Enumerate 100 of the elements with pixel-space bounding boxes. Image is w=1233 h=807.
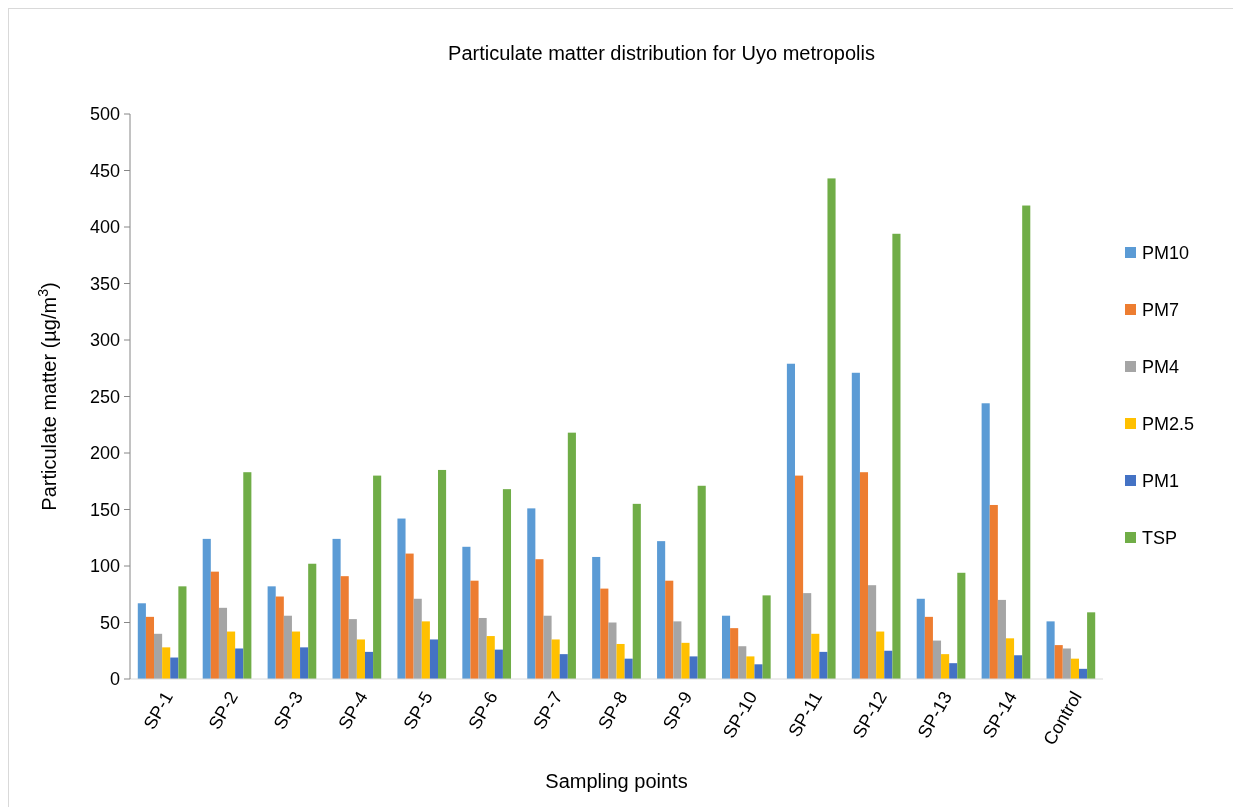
bar [559, 654, 568, 679]
bar [1014, 655, 1023, 679]
bar [154, 633, 163, 679]
bar [754, 664, 763, 679]
bar [1022, 205, 1031, 679]
bar [989, 504, 998, 679]
bar [851, 372, 860, 679]
bar [340, 576, 349, 679]
legend-label: PM10 [1142, 243, 1190, 264]
bar [494, 649, 503, 679]
bar [218, 607, 228, 679]
bar [600, 588, 609, 679]
y-tick-label: 400 [89, 217, 120, 238]
bar [421, 621, 430, 679]
bar [746, 656, 755, 679]
y-tick-label: 300 [89, 330, 120, 351]
y-tick-label: 50 [99, 612, 120, 633]
bar [162, 647, 171, 679]
bar [170, 657, 179, 679]
chart-title: Particulate matter distribution for Uyo metropolis [448, 42, 875, 64]
y-tick-label: 500 [89, 104, 120, 125]
bar [811, 633, 820, 679]
bar [803, 593, 812, 679]
bar [267, 586, 276, 679]
bar [1062, 648, 1071, 679]
bar [202, 538, 211, 679]
bar [1070, 658, 1079, 679]
bar [486, 636, 495, 679]
bar [884, 650, 893, 679]
bar [308, 563, 317, 679]
bar [949, 663, 958, 679]
bar [413, 598, 422, 679]
legend-label: TSP [1142, 528, 1178, 549]
legend-label: PM7 [1142, 300, 1180, 321]
legend-label: PM2.5 [1142, 414, 1195, 435]
x-axis-title: Sampling points [545, 770, 688, 792]
legend-label: PM1 [1142, 471, 1180, 492]
bar [795, 475, 804, 679]
y-tick-label: 450 [89, 160, 120, 181]
bar [210, 571, 219, 679]
bar [941, 654, 950, 679]
bar [632, 503, 641, 679]
bar [438, 469, 447, 679]
bar [786, 363, 795, 679]
bar [827, 178, 836, 679]
bar [405, 553, 414, 679]
bar [876, 631, 885, 679]
y-tick-label: 250 [89, 386, 120, 407]
bar [697, 485, 706, 679]
bar [1087, 612, 1096, 679]
bar [567, 432, 576, 679]
bar [924, 616, 933, 679]
bar [1054, 645, 1063, 679]
bar [730, 628, 739, 679]
bar [332, 538, 341, 679]
bar [535, 559, 544, 679]
bar [762, 595, 771, 679]
legend-label: PM4 [1142, 357, 1180, 378]
bar [397, 518, 406, 679]
bar [981, 403, 990, 679]
bar [373, 475, 382, 679]
bar [892, 233, 901, 679]
y-tick-label: 0 [109, 669, 120, 690]
bar [470, 580, 479, 679]
bar [1046, 621, 1055, 679]
bar [665, 580, 674, 679]
bar [283, 615, 292, 679]
bar [624, 658, 633, 679]
bar [275, 596, 284, 679]
bar [348, 619, 357, 679]
bar [227, 631, 236, 679]
bar [478, 617, 487, 679]
bar [616, 643, 625, 679]
y-tick-label: 200 [89, 443, 120, 464]
y-tick-label: 150 [89, 499, 120, 520]
bar [364, 651, 374, 679]
y-tick-label: 100 [89, 556, 120, 577]
bar [657, 541, 666, 679]
bar [592, 556, 601, 679]
bar [681, 642, 690, 679]
bar [957, 572, 966, 679]
bar [145, 616, 155, 679]
bar [462, 546, 471, 679]
bar [673, 621, 682, 679]
bar [997, 599, 1006, 679]
bar [1005, 638, 1015, 679]
y-tick-label: 350 [89, 273, 120, 294]
bar [502, 489, 512, 679]
bar [932, 640, 942, 679]
bar [608, 622, 617, 679]
bar [291, 631, 301, 679]
bar [859, 472, 869, 679]
bar [689, 656, 698, 679]
bar [356, 639, 365, 679]
bar [819, 651, 828, 679]
bar [137, 603, 146, 679]
bar [551, 639, 560, 679]
bar [527, 508, 536, 679]
bar [868, 585, 877, 679]
bar [721, 615, 731, 679]
